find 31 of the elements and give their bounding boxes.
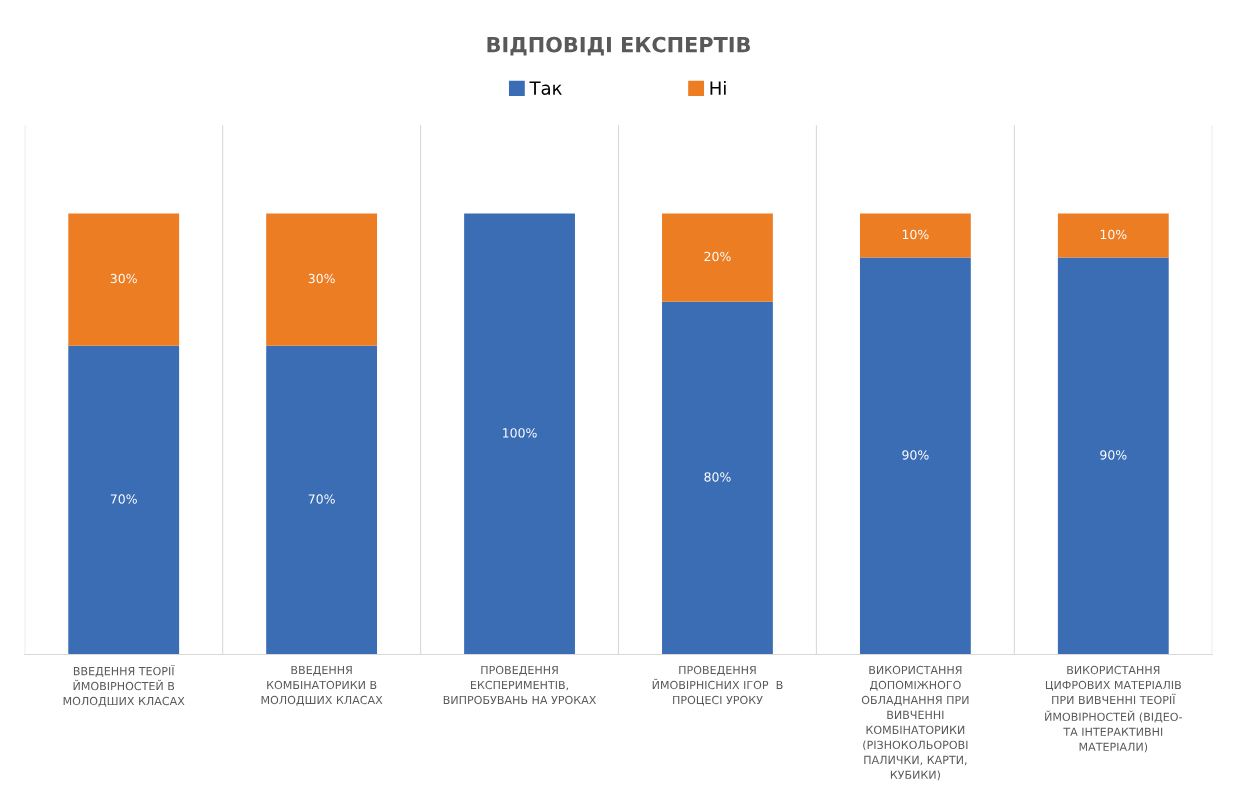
bar (266, 345, 378, 655)
x-tick-label: ВИКОРИСТАННЯ ДОПОМІЖНОГО ОБЛАДНАННЯ ПРИ ВИВЧЕННІ КОМБІНАТОРИКИ (РІЗНОКОЛЬОРОВІ ПАЛИЧКИ, КАРТИ, КУБИКИ) (861, 665, 969, 781)
x-tick-label: ВВЕДЕННЯ КОМБІНАТОРИКИ В МОЛОДШИХ КЛАСАХ (261, 665, 383, 706)
bar (1057, 213, 1169, 258)
bar (1057, 257, 1169, 655)
bar (662, 301, 773, 655)
bar (266, 213, 378, 346)
chart-title: ВІДПОВІДІ ЕКСПЕРТІВ (487, 36, 750, 56)
data-label: 90% (902, 450, 929, 460)
bar (464, 213, 575, 655)
data-label: 20% (704, 251, 731, 262)
data-label: 80% (704, 472, 731, 482)
bar (68, 345, 180, 655)
bar (859, 213, 971, 258)
x-tick-label: ВИКОРИСТАННЯ ЦИФРОВИХ МАТЕРІАЛІВ ПРИ ВИВЧЕННІ ТЕОРІЇ ЙМОВІРНОСТЕЙ (ВІДЕО- ТА ІНТЕРАКТИВНІ МАТЕРІАЛИ) (1045, 665, 1182, 753)
legend-label: Ні (710, 80, 726, 95)
data-label: 30% (110, 273, 137, 284)
x-tick-label: ВВЕДЕННЯ ТЕОРІЇ ЙМОВІРНОСТЕЙ В МОЛОДШИХ КЛАСАХ (63, 665, 185, 707)
data-label: 70% (308, 494, 335, 504)
bar (662, 213, 773, 302)
data-label: 90% (1100, 450, 1127, 460)
data-label: 10% (902, 229, 929, 240)
bar (859, 257, 971, 655)
bar (68, 213, 180, 346)
data-label: 30% (308, 273, 335, 284)
data-label: 10% (1100, 229, 1127, 240)
x-tick-label: ПРОВЕДЕННЯ ЕКСПЕРИМЕНТІВ, ВИПРОБУВАНЬ НА УРОКАХ (443, 665, 597, 705)
legend-label: Так (529, 81, 562, 95)
data-label: 70% (110, 494, 137, 504)
x-tick-label: ПРОВЕДЕННЯ ЙМОВІРНІСНИХ ІГОР В ПРОЦЕСІ УРОКУ (652, 665, 783, 706)
data-label: 100% (503, 428, 537, 438)
